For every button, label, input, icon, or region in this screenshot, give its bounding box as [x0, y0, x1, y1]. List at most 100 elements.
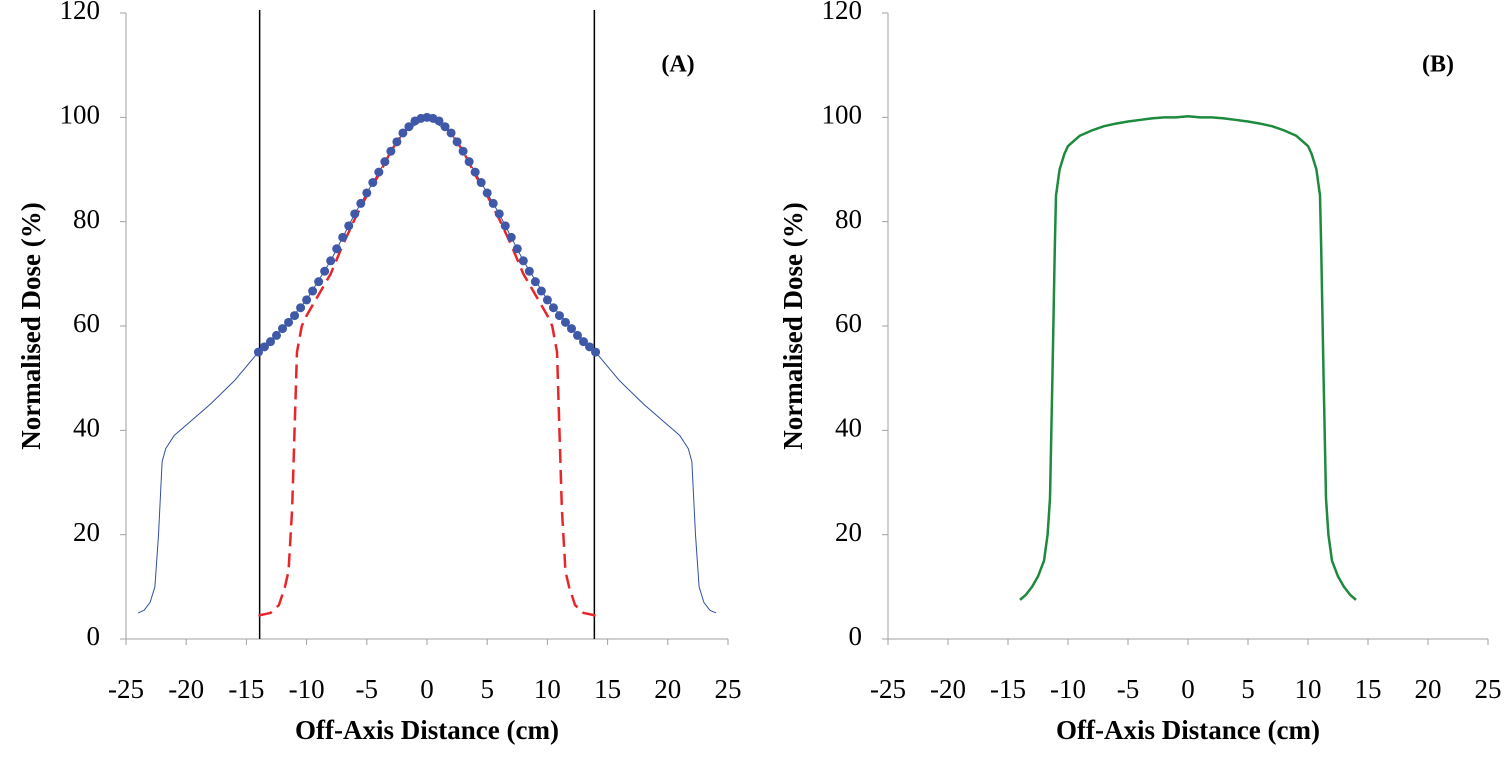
data-point: [434, 116, 444, 126]
data-point: [386, 146, 396, 156]
data-point: [265, 337, 275, 347]
data-line: [137, 116, 717, 614]
data-point: [308, 286, 318, 296]
y-tick-label: 20: [835, 517, 862, 547]
y-tick-label: 20: [73, 517, 100, 547]
data-point: [512, 244, 522, 254]
y-tick-label: 40: [73, 413, 100, 443]
data-point: [296, 303, 306, 313]
y-tick-label: 0: [87, 621, 101, 651]
data-point: [290, 311, 300, 321]
x-tick-label: -5: [356, 674, 379, 704]
data-point: [542, 295, 552, 305]
data-point: [554, 311, 564, 321]
y-tick-label: 120: [60, 0, 101, 25]
panel-label: (A): [661, 52, 694, 78]
data-point: [320, 266, 330, 276]
data-point: [536, 286, 546, 296]
y-tick-label: 100: [822, 100, 863, 130]
data-point: [560, 317, 570, 327]
y-tick-label: 80: [73, 204, 100, 234]
x-tick-label: 0: [420, 674, 434, 704]
data-point: [356, 198, 366, 208]
data-point: [314, 277, 324, 287]
data-point: [530, 277, 540, 287]
x-tick-label: 20: [1415, 674, 1442, 704]
data-point: [302, 295, 312, 305]
data-point: [548, 303, 558, 313]
data-point: [350, 209, 360, 219]
x-tick-label: -25: [108, 674, 144, 704]
x-tick-label: -25: [870, 674, 906, 704]
x-tick-label: -15: [228, 674, 264, 704]
data-point: [524, 266, 534, 276]
data-point: [591, 347, 601, 357]
data-point: [374, 167, 384, 177]
data-point: [362, 188, 372, 198]
x-tick-label: 25: [715, 674, 742, 704]
x-tick-label: -20: [168, 674, 204, 704]
x-tick-label: 20: [654, 674, 681, 704]
x-tick-label: 15: [1355, 674, 1382, 704]
x-tick-label: -20: [930, 674, 966, 704]
data-point: [380, 157, 390, 167]
data-line: [1019, 115, 1357, 601]
data-point: [518, 256, 528, 266]
plot: 0 20 40 60 80 100 120 -25 -20 -15 -10 -5 0 5 10 15 20 25 O…: [16, 0, 741, 745]
x-axis-title: Off-Axis Distance (cm): [295, 715, 559, 745]
data-point: [344, 221, 354, 231]
data-point: [253, 347, 263, 357]
data-point: [398, 128, 408, 138]
data-point: [500, 221, 510, 231]
data-point: [272, 330, 281, 340]
data-point: [284, 317, 294, 327]
data-point: [579, 337, 589, 347]
data-point: [392, 137, 402, 147]
data-point: [458, 146, 468, 156]
y-tick-label: 60: [835, 308, 862, 338]
x-tick-label: -5: [1117, 674, 1140, 704]
data-line: [258, 116, 596, 617]
x-tick-label: 10: [1295, 674, 1322, 704]
data-point: [464, 157, 474, 167]
data-point: [440, 122, 450, 132]
y-tick-label: 80: [835, 204, 862, 234]
data-point: [326, 256, 336, 266]
data-point: [566, 324, 576, 334]
data-point: [494, 209, 504, 219]
data-point: [278, 324, 288, 334]
y-tick-label: 40: [835, 413, 862, 443]
y-axis-title: Normalised Dose (%): [778, 202, 808, 449]
y-tick-label: 120: [822, 0, 863, 25]
data-point: [259, 342, 269, 352]
data-point: [404, 122, 414, 132]
data-point: [470, 167, 480, 177]
data-point: [476, 178, 486, 188]
data-point: [573, 330, 582, 340]
x-tick-label: 0: [1181, 674, 1195, 704]
y-tick-label: 100: [60, 100, 101, 130]
x-tick-label: 10: [534, 674, 561, 704]
y-axis-title: Normalised Dose (%): [16, 202, 46, 449]
x-tick-label: -10: [1050, 674, 1086, 704]
data-point: [338, 232, 348, 242]
data-point: [482, 188, 492, 198]
x-tick-label: 5: [1241, 674, 1255, 704]
data-point: [446, 128, 456, 138]
data-point: [585, 342, 595, 352]
x-tick-label: -15: [990, 674, 1026, 704]
x-tick-label: -10: [289, 674, 325, 704]
x-tick-label: 5: [480, 674, 494, 704]
panel-label: (B): [1422, 52, 1454, 78]
x-tick-label: 15: [594, 674, 621, 704]
x-tick-label: 25: [1475, 674, 1502, 704]
data-point: [452, 137, 462, 147]
y-tick-label: 60: [73, 308, 100, 338]
y-tick-label: 0: [849, 621, 863, 651]
data-point: [368, 178, 378, 188]
plot: 0 20 40 60 80 100 120 -25 -20 -15 -10 -5 0 5 10 15 20 25 O…: [778, 0, 1501, 745]
x-axis-title: Off-Axis Distance (cm): [1056, 715, 1320, 745]
data-point: [506, 232, 516, 242]
